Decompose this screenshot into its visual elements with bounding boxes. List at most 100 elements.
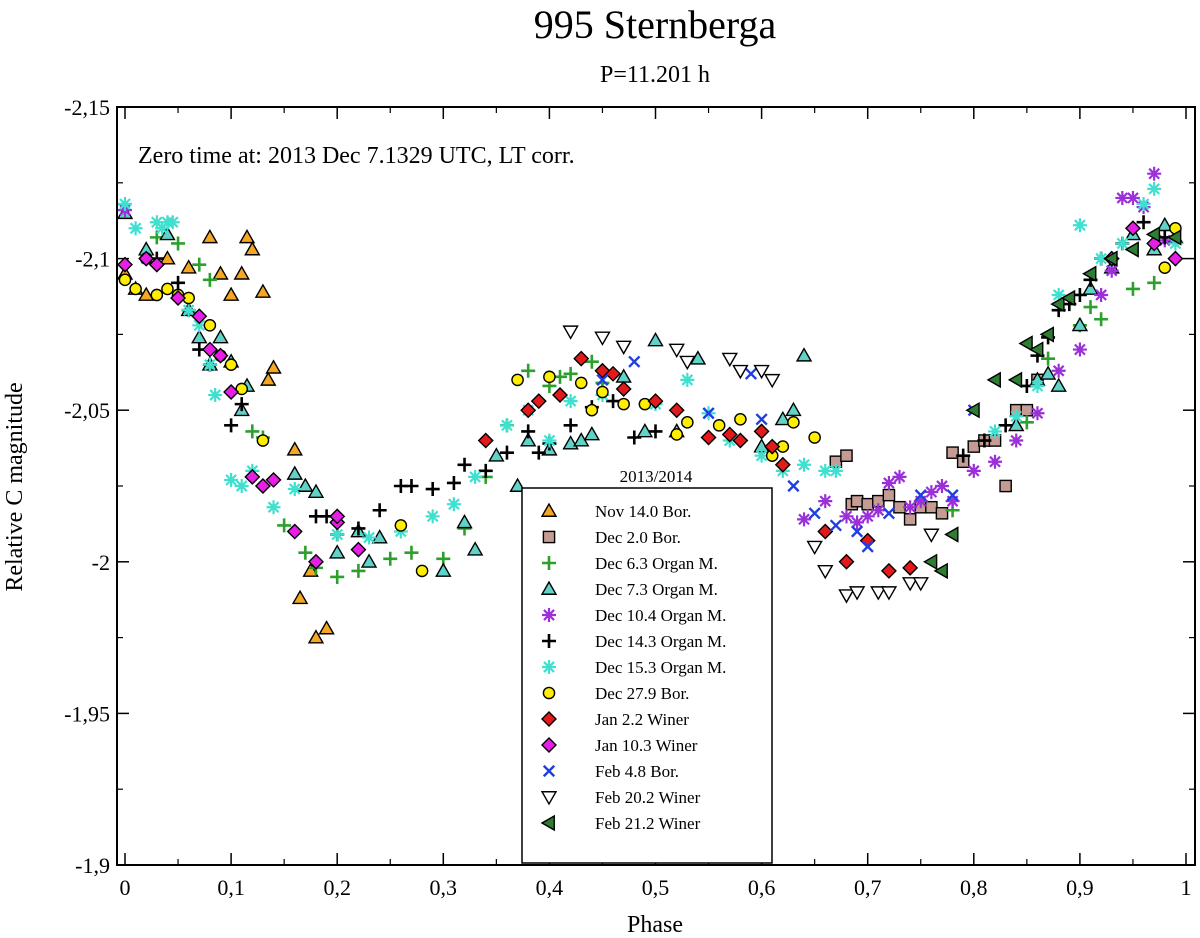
data-point (138, 250, 155, 267)
data-point (860, 509, 875, 524)
data-point (265, 359, 282, 374)
data-point (574, 376, 588, 390)
x-tick-label: 1 (1181, 875, 1192, 900)
data-point (224, 472, 239, 487)
x-tick-label: 0,4 (536, 875, 564, 900)
data-point (787, 479, 800, 493)
data-point (287, 482, 302, 497)
data-point (615, 340, 632, 355)
data-point (1009, 433, 1024, 448)
data-point (838, 589, 855, 604)
data-point (191, 308, 208, 325)
data-point (234, 397, 249, 412)
data-point (882, 507, 896, 520)
data-point (721, 426, 738, 443)
data-point (254, 283, 272, 298)
data-point (797, 457, 812, 472)
data-point (946, 488, 959, 502)
data-point (415, 564, 429, 578)
data-point (159, 250, 176, 265)
data-point (903, 513, 917, 526)
data-point (934, 479, 949, 493)
legend-marker (540, 791, 558, 806)
data-point (478, 463, 493, 478)
series-13 (922, 226, 1182, 580)
legend-entry-label: Nov 14.0 Bor. (595, 502, 691, 521)
data-point (670, 428, 684, 441)
data-point (988, 424, 1003, 439)
legend-entry: Nov 14.0 Bor. (540, 502, 691, 521)
data-point (235, 382, 249, 396)
legend-marker (542, 686, 556, 700)
data-point (627, 430, 642, 445)
data-point (774, 456, 791, 473)
data-point (753, 423, 770, 440)
data-point (466, 541, 484, 556)
data-point (1115, 236, 1130, 251)
data-point (488, 447, 505, 462)
data-point (192, 257, 207, 272)
data-point (755, 413, 768, 426)
data-point (161, 282, 174, 296)
y-tick-label: -2 (92, 550, 110, 575)
data-point (330, 527, 345, 542)
legend-entry-label: Feb 21.2 Winer (595, 814, 701, 833)
data-point (594, 331, 611, 346)
data-point (1039, 365, 1057, 380)
data-point (732, 364, 749, 380)
data-point (892, 469, 907, 484)
data-point (511, 373, 524, 387)
legend-box (521, 487, 773, 864)
legend-title: 2013/2014 (620, 467, 693, 486)
data-point (521, 363, 536, 378)
data-point (181, 303, 196, 318)
data-point (1083, 300, 1098, 315)
data-point (1029, 341, 1044, 358)
data-point (212, 265, 229, 280)
data-point (1030, 406, 1045, 421)
data-point (298, 545, 313, 560)
data-point (457, 457, 472, 472)
data-point (679, 355, 696, 371)
legend-entry: Dec 6.3 Organ M. (542, 554, 718, 573)
data-point (155, 221, 170, 236)
data-point (615, 380, 632, 397)
data-point (1060, 289, 1076, 307)
x-tick-label: 0,3 (430, 875, 458, 900)
chart-subtitle: P=11.201 h (600, 62, 710, 88)
data-point (351, 521, 366, 536)
data-point (924, 485, 939, 500)
data-point (923, 528, 940, 543)
y-tick-label: -2,15 (64, 95, 110, 120)
data-point (933, 562, 948, 580)
legend-entry-label: Dec 14.3 Organ M. (595, 632, 726, 651)
legend-marker (542, 660, 556, 674)
x-tick-label: 0,9 (1066, 875, 1094, 900)
legend-entry: Dec 2.0 Bor. (542, 528, 681, 547)
data-point (925, 500, 938, 514)
data-point (362, 530, 377, 545)
data-point (787, 416, 800, 429)
data-point (117, 256, 133, 273)
legend-marker (540, 580, 558, 595)
data-point (1136, 197, 1151, 212)
data-point (509, 477, 526, 492)
data-point (468, 469, 483, 484)
data-point (563, 366, 578, 381)
data-point (297, 477, 314, 492)
legend-entry: Dec 15.3 Organ M. (542, 658, 726, 677)
data-point (945, 494, 960, 509)
data-point (838, 553, 855, 570)
data-point (870, 586, 887, 601)
data-point (307, 483, 325, 499)
data-point (203, 319, 217, 332)
legend-entries: Nov 14.0 Bor. Dec 2.0 Bor. Dec 6.3 Organ M… (540, 502, 726, 833)
data-point (712, 419, 726, 432)
legend-entry-label: Dec 6.3 Organ M. (595, 554, 718, 573)
legend-marker (542, 556, 556, 570)
data-point (201, 341, 218, 358)
data-point (744, 367, 758, 380)
data-point (351, 563, 366, 578)
data-point (818, 494, 833, 509)
